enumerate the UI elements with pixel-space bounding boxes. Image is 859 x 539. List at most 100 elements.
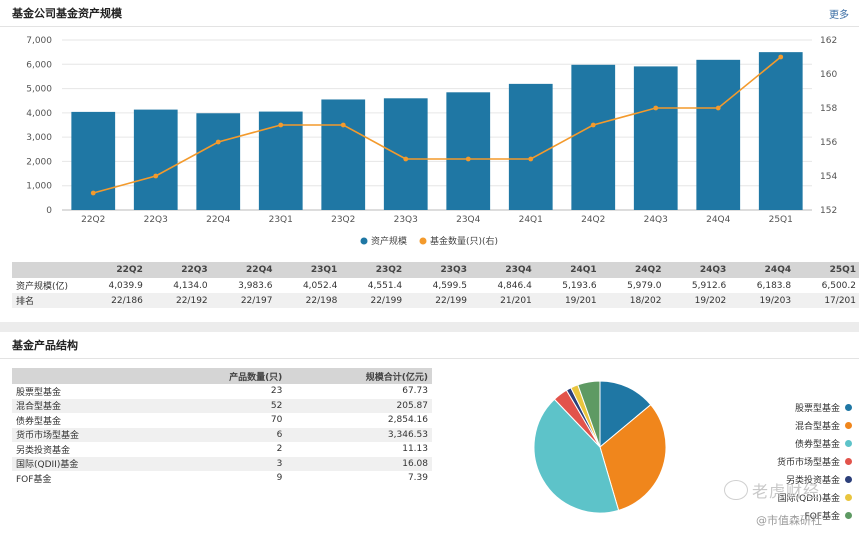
- pie-legend-item: 股票型基金: [742, 398, 852, 416]
- pie-legend-item: 混合型基金: [742, 416, 852, 434]
- x-tick-label: 22Q2: [81, 215, 105, 225]
- table-cell: 3,983.6: [211, 278, 277, 293]
- bar-asset-scale: [446, 92, 491, 210]
- header-cell: 产品数量(只): [159, 368, 287, 384]
- table-cell: 22/197: [211, 293, 277, 308]
- pie-legend-dot: [845, 475, 852, 483]
- pie-slice: [599, 380, 652, 449]
- table-cell: 22/198: [276, 293, 342, 308]
- header-cell: 24Q4: [730, 262, 796, 278]
- y-right-tick-label: 162: [820, 36, 837, 46]
- table-row: 另类投资基金 2 11.13: [12, 442, 432, 457]
- bar-asset-scale: [321, 99, 366, 210]
- product-scale: 11.13: [402, 444, 428, 455]
- line-point-fund-count: [278, 122, 284, 128]
- asset-scale-combo-chart: 0 1,000 2,000 3,000 4,000 5,000 6,000 7,000 152 1…: [26, 36, 837, 247]
- x-tick-label: 22Q4: [206, 215, 231, 225]
- line-point-fund-count: [153, 173, 159, 179]
- line-point-fund-count: [465, 156, 471, 162]
- table-header-row: 产品数量(只) 规模合计(亿元): [12, 368, 432, 384]
- x-tick-label: 24Q1: [519, 215, 543, 225]
- fund-asset-section-title: 基金公司基金资产规模: [12, 7, 122, 20]
- section-divider: [0, 322, 859, 332]
- bar-asset-scale: [633, 66, 678, 210]
- product-scale: 16.08: [286, 456, 432, 471]
- bar-asset-scale: [258, 111, 303, 210]
- header-cell: 23Q2: [341, 262, 407, 278]
- y-left-tick-label: 4,000: [26, 109, 52, 119]
- table-cell: 5,912.6: [665, 278, 731, 293]
- table-header-row: 22Q2 22Q3 22Q4 23Q1 23Q2 23Q3 23Q4 24Q1 24Q2 24Q3…: [12, 262, 859, 278]
- pie-legend-label: 股票型基金: [794, 403, 840, 414]
- row-label: 排名: [12, 293, 82, 308]
- header-cell: 24Q1: [535, 262, 601, 278]
- y-right-tick-label: 158: [820, 104, 837, 114]
- product-count: 70: [270, 415, 283, 426]
- y-left-tick-label: 5,000: [26, 85, 52, 95]
- bar-asset-scale: [571, 64, 616, 210]
- table-row: 国际(QDII)基金 3 16.08: [12, 456, 432, 471]
- header-cell: 23Q4: [470, 262, 536, 278]
- bar-asset-scale: [696, 59, 741, 211]
- product-count: 6: [159, 427, 287, 442]
- pie-slice: [599, 404, 667, 511]
- y-left-tick-label: 0: [46, 206, 52, 216]
- product-scale: 7.39: [407, 473, 428, 484]
- product-name: 国际(QDII)基金: [12, 456, 160, 471]
- product-structure-pie-chart: [533, 380, 667, 514]
- x-tick-label: 24Q3: [644, 215, 668, 225]
- header-cell: 23Q1: [276, 262, 342, 278]
- pie-legend-dot: [845, 421, 852, 429]
- pie-slice: [577, 380, 601, 448]
- line-point-fund-count: [715, 105, 721, 111]
- header-cell: [12, 262, 82, 278]
- pie-legend-item: 另类投资基金: [742, 470, 852, 488]
- x-tick-label: 23Q2: [331, 215, 355, 225]
- bar-asset-scale: [196, 113, 241, 210]
- table-row: 资产规模(亿) 4,039.9 4,134.0 3,983.6 4,052.4 4,551…: [12, 278, 859, 293]
- table-cell: 22/199: [341, 293, 407, 308]
- table-cell: 22/199: [406, 293, 471, 308]
- line-fund-count: [93, 56, 782, 194]
- pie-legend-item: 国际(QDII)基金: [742, 488, 852, 506]
- pie-legend-label: FOF基金: [804, 511, 840, 522]
- product-count: 52: [159, 398, 287, 413]
- product-name: FOF基金: [16, 474, 52, 485]
- pie-legend-label: 混合型基金: [794, 421, 840, 432]
- table-row: 货币市场型基金 6 3,346.53: [12, 427, 432, 442]
- bar-asset-scale: [508, 83, 553, 210]
- table-cell: 6,500.2: [795, 278, 859, 293]
- pie-legend-dot: [845, 493, 852, 501]
- product-name: 债券型基金: [16, 416, 62, 427]
- bar-asset-scale: [758, 52, 803, 210]
- line-point-fund-count: [403, 156, 409, 162]
- product-scale: 67.73: [402, 386, 428, 397]
- table-cell: 4,039.9: [82, 278, 147, 293]
- product-count: 23: [270, 386, 283, 397]
- pie-legend-label: 国际(QDII)基金: [777, 493, 840, 504]
- table-cell: 18/202: [600, 293, 666, 308]
- y-left-tick-label: 1,000: [26, 182, 52, 192]
- header-cell: 24Q2: [600, 262, 666, 278]
- line-point-fund-count: [778, 54, 784, 60]
- line-point-fund-count: [653, 105, 659, 111]
- y-left-tick-label: 2,000: [26, 157, 52, 167]
- more-link[interactable]: 更多: [829, 10, 849, 21]
- header-cell: [12, 368, 160, 384]
- x-tick-label: 22Q3: [144, 215, 168, 225]
- pie-legend: 股票型基金 混合型基金 债券型基金 货币市场型基金 另类投资基金 国际(QDII)基金 FO…: [742, 398, 852, 524]
- product-structure-section-title: 基金产品结构: [12, 339, 78, 352]
- table-row: 排名 22/186 22/192 22/197 22/198 22/199 22/199 21…: [12, 293, 859, 308]
- pie-legend-dot: [845, 439, 852, 447]
- pie-legend-item: 货币市场型基金: [742, 452, 852, 470]
- table-row: FOF基金 9 7.39: [12, 471, 432, 486]
- header-cell: 规模合计(亿元): [286, 368, 432, 384]
- product-name: 货币市场型基金: [12, 427, 160, 442]
- header-cell: 22Q4: [211, 262, 277, 278]
- table-cell: 19/201: [535, 293, 601, 308]
- legend-dot-asset-scale: [360, 237, 368, 245]
- table-cell: 4,551.4: [341, 278, 407, 293]
- header-cell: 25Q1: [795, 262, 859, 278]
- y-right-tick-label: 160: [820, 70, 837, 80]
- x-tick-label: 23Q1: [269, 215, 293, 225]
